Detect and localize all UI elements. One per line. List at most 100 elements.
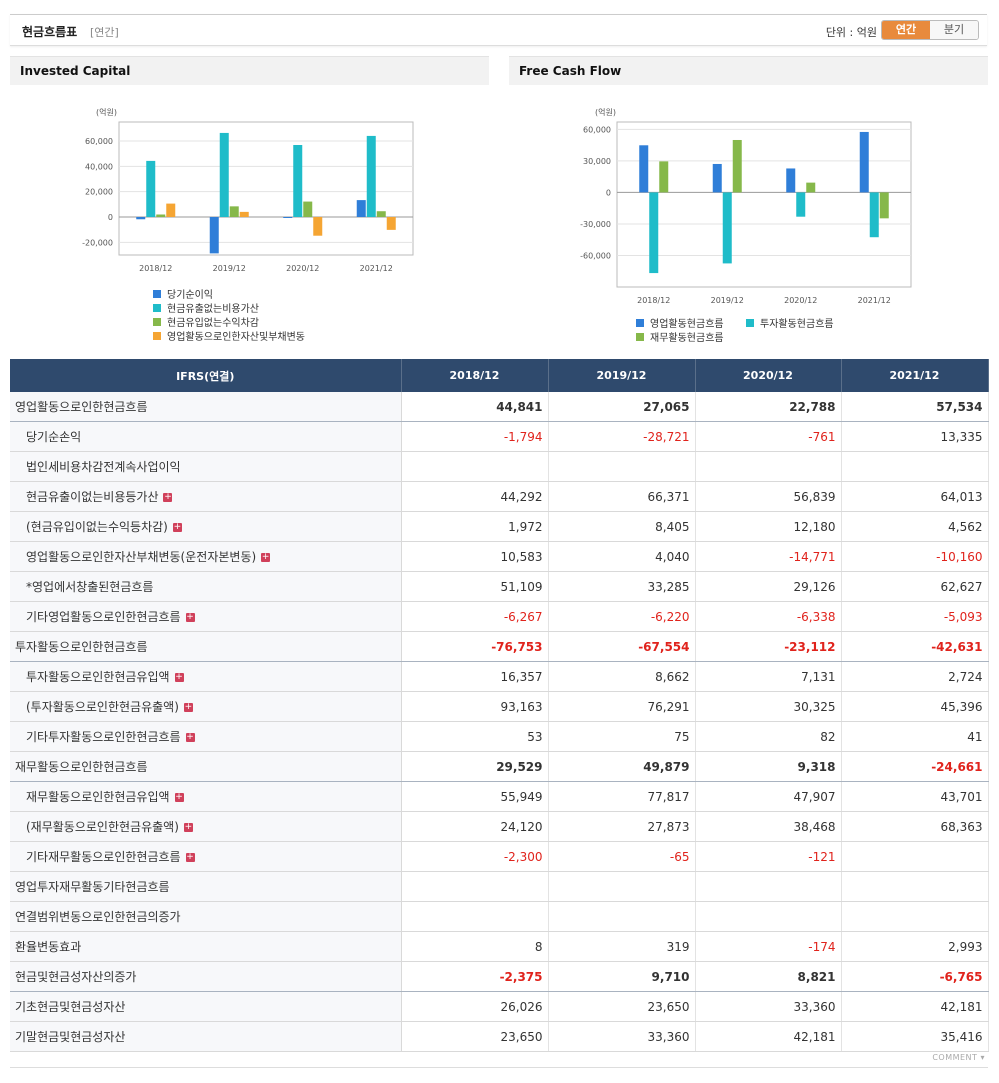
expand-plus-icon[interactable]: + xyxy=(163,493,172,502)
tab-quarterly[interactable]: 분기 xyxy=(930,21,978,39)
table-row: 기타투자활동으로인한현금흐름 +53 75 82 41 xyxy=(10,722,988,752)
expand-plus-icon[interactable]: + xyxy=(175,673,184,682)
row-value: 51,109 xyxy=(401,572,548,602)
table-row: *영업에서창출된현금흐름 51,109 33,285 29,126 62,627 xyxy=(10,572,988,602)
row-value: 41 xyxy=(841,722,988,752)
row-value: -6,765 xyxy=(841,962,988,992)
expand-plus-icon[interactable]: + xyxy=(173,523,182,532)
row-label-text: *영업에서창출된현금흐름 xyxy=(26,580,153,594)
x-tick-label: 2019/12 xyxy=(711,296,744,305)
row-label-text: 영업활동으로인한자산부채변동(운전자본변동) xyxy=(26,550,256,564)
header-2018: 2018/12 xyxy=(401,359,548,392)
row-value: -28,721 xyxy=(548,422,695,452)
row-label-text: (투자활동으로인한현금유출액) xyxy=(26,700,179,714)
row-value: 77,817 xyxy=(548,782,695,812)
row-label[interactable]: 투자활동으로인한현금유입액 + xyxy=(10,662,401,692)
bar xyxy=(230,206,239,217)
row-value xyxy=(841,872,988,902)
comment-link[interactable]: COMMENT ▾ xyxy=(932,1053,985,1062)
row-label[interactable]: 기타영업활동으로인한현금흐름 + xyxy=(10,602,401,632)
statement-title: 현금흐름표 xyxy=(22,23,77,40)
expand-plus-icon[interactable]: + xyxy=(186,613,195,622)
expand-plus-icon[interactable]: + xyxy=(186,853,195,862)
bar xyxy=(283,217,292,218)
bar xyxy=(377,211,386,217)
row-value: -76,753 xyxy=(401,632,548,662)
expand-plus-icon[interactable]: + xyxy=(261,553,270,562)
y-tick-label: 20,000 xyxy=(85,188,113,197)
x-tick-label: 2018/12 xyxy=(637,296,670,305)
row-value: 13,335 xyxy=(841,422,988,452)
period-tabs: 연간 분기 xyxy=(881,20,979,40)
row-label[interactable]: (재무활동으로인한현금유출액) + xyxy=(10,812,401,842)
row-label[interactable]: 재무활동으로인한현금유입액 + xyxy=(10,782,401,812)
bar xyxy=(367,136,376,217)
legend-swatch xyxy=(746,319,754,327)
row-value: 33,360 xyxy=(695,992,841,1022)
row-value: 42,181 xyxy=(841,992,988,1022)
bar xyxy=(860,132,869,192)
row-label[interactable]: 영업활동으로인한자산부채변동(운전자본변동) + xyxy=(10,542,401,572)
header-ifrs: IFRS(연결) xyxy=(10,359,401,392)
table-row: 영업투자재무활동기타현금흐름 xyxy=(10,872,988,902)
row-value: 26,026 xyxy=(401,992,548,1022)
row-value: 44,841 xyxy=(401,392,548,422)
row-value xyxy=(401,902,548,932)
table-row: 재무활동으로인한현금유입액 +55,949 77,817 47,907 43,701 xyxy=(10,782,988,812)
row-label[interactable]: (투자활동으로인한현금유출액) + xyxy=(10,692,401,722)
row-label-text: (재무활동으로인한현금유출액) xyxy=(26,820,179,834)
bar xyxy=(313,217,322,236)
table-row: 연결범위변동으로인한현금의증가 xyxy=(10,902,988,932)
row-label-text: 영업활동으로인한현금흐름 xyxy=(15,400,147,414)
y-tick-label: 30,000 xyxy=(583,157,611,166)
row-label[interactable]: 기타재무활동으로인한현금흐름 + xyxy=(10,842,401,872)
row-label-text: 기초현금및현금성자산 xyxy=(15,1000,125,1014)
legend-swatch xyxy=(636,333,644,341)
row-value: 55,949 xyxy=(401,782,548,812)
expand-plus-icon[interactable]: + xyxy=(184,823,193,832)
table-row: (투자활동으로인한현금유출액) +93,163 76,291 30,325 45,396 xyxy=(10,692,988,722)
expand-plus-icon[interactable]: + xyxy=(175,793,184,802)
table-row: (재무활동으로인한현금유출액) +24,120 27,873 38,468 68,363 xyxy=(10,812,988,842)
tab-annual[interactable]: 연간 xyxy=(882,21,930,39)
row-value: 4,562 xyxy=(841,512,988,542)
x-tick-label: 2020/12 xyxy=(784,296,817,305)
row-value: 10,583 xyxy=(401,542,548,572)
row-label: 기말현금및현금성자산 xyxy=(10,1022,401,1052)
row-label: *영업에서창출된현금흐름 xyxy=(10,572,401,602)
legend-label: 투자활동현금흐름 xyxy=(760,317,834,330)
row-label-text: 기타재무활동으로인한현금흐름 xyxy=(26,850,181,864)
statement-header: 현금흐름표 [연간] 단위 : 억원 연간 분기 xyxy=(10,14,987,46)
row-value: 30,325 xyxy=(695,692,841,722)
invested-capital-chart: (억원) 60,000 40,000 20,000 0 -20,000 2018/12 201… xyxy=(10,85,489,355)
row-value: 82 xyxy=(695,722,841,752)
table-row: 기타재무활동으로인한현금흐름 + -2,300 -65 -121 xyxy=(10,842,988,872)
table-row: 당기순손익 -1,794 -28,721 -761 13,335 xyxy=(10,422,988,452)
x-tick-label: 2021/12 xyxy=(360,264,393,273)
row-value: 16,357 xyxy=(401,662,548,692)
row-label[interactable]: 현금유출이없는비용등가산 + xyxy=(10,482,401,512)
row-value: -14,771 xyxy=(695,542,841,572)
row-label-text: 투자활동으로인한현금흐름 xyxy=(15,640,147,654)
row-value: 8,405 xyxy=(548,512,695,542)
legend-swatch xyxy=(153,332,161,340)
row-value: 57,534 xyxy=(841,392,988,422)
row-value: 38,468 xyxy=(695,812,841,842)
row-value: 1,972 xyxy=(401,512,548,542)
row-label[interactable]: 기타투자활동으로인한현금흐름 + xyxy=(10,722,401,752)
row-value: -10,160 xyxy=(841,542,988,572)
row-value: 29,529 xyxy=(401,752,548,782)
header-2021: 2021/12 xyxy=(841,359,988,392)
bar xyxy=(210,217,219,253)
expand-plus-icon[interactable]: + xyxy=(184,703,193,712)
y-tick-label: -30,000 xyxy=(580,220,611,229)
row-value: 23,650 xyxy=(401,1022,548,1052)
row-value: -6,267 xyxy=(401,602,548,632)
row-label[interactable]: (현금유입이없는수익등차감) + xyxy=(10,512,401,542)
expand-plus-icon[interactable]: + xyxy=(186,733,195,742)
row-value: 33,360 xyxy=(548,1022,695,1052)
free-cash-flow-panel: Free Cash Flow (억원) 60,000 30,000 0 -30,000-… xyxy=(509,56,988,355)
bar xyxy=(136,217,145,219)
row-value: 64,013 xyxy=(841,482,988,512)
table-row: 법인세비용차감전계속사업이익 xyxy=(10,452,988,482)
